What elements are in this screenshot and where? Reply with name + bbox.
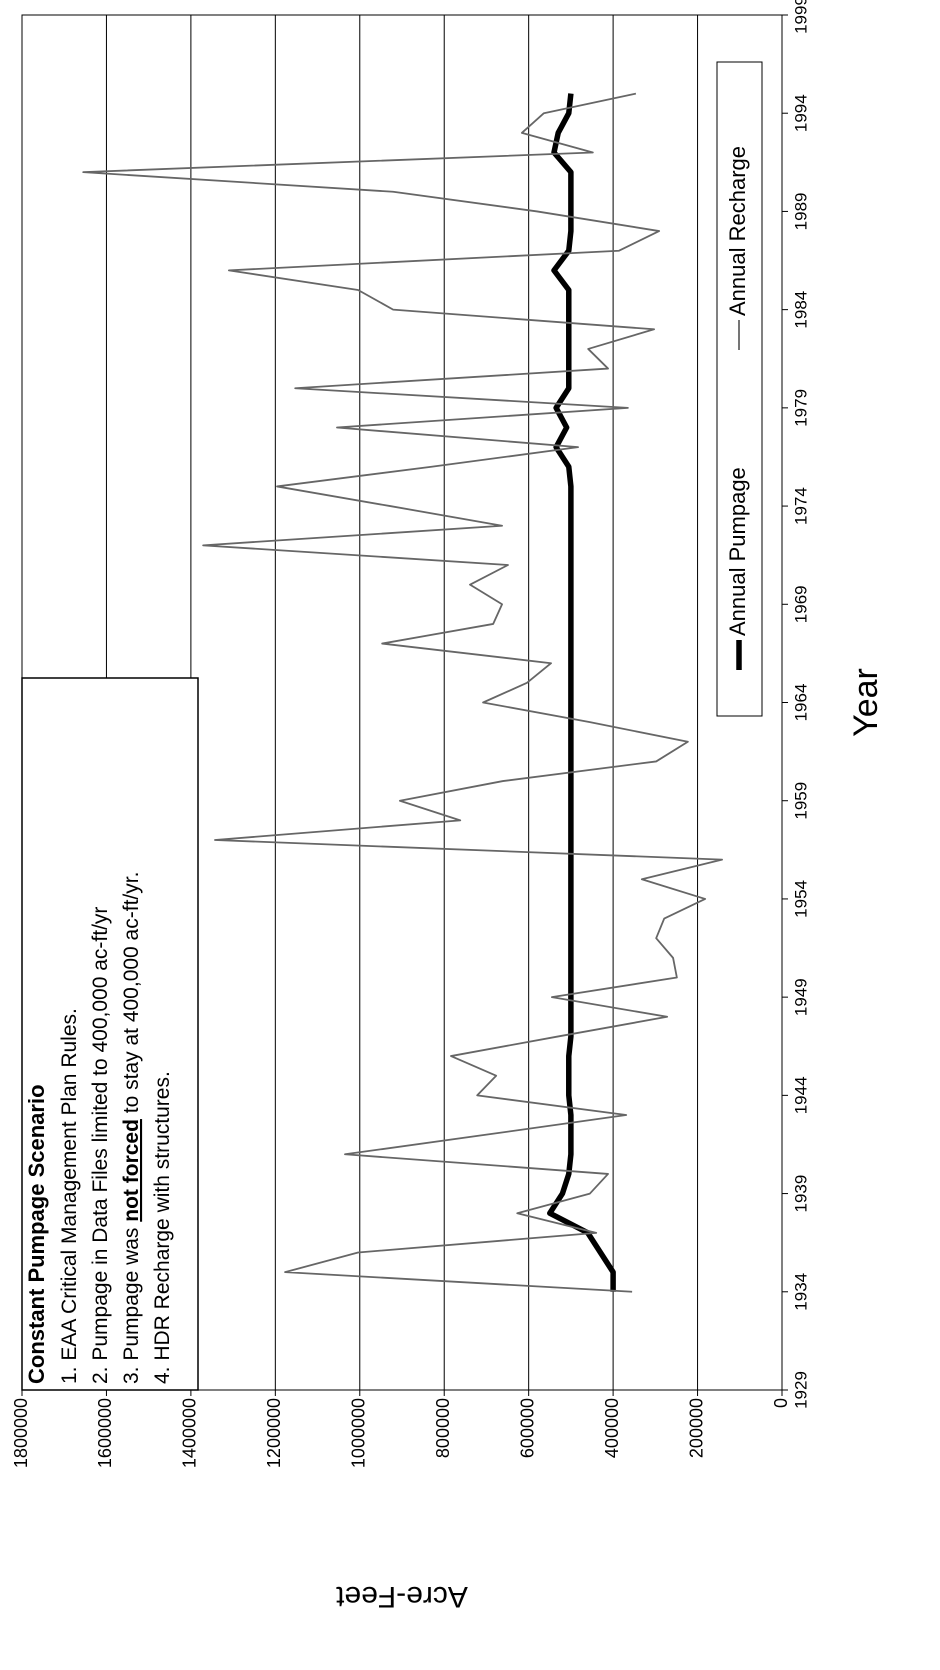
x-tick-label: 1979 bbox=[791, 389, 810, 427]
annotation-line: 4. HDR Recharge with structures. bbox=[151, 1071, 174, 1384]
annotation-title: Constant Pumpage Scenario bbox=[24, 1084, 49, 1384]
annotation-text: 1. EAA Critical Management Plan Rules. bbox=[58, 1008, 81, 1384]
x-tick-label: 1984 bbox=[791, 291, 810, 329]
x-tick-label: 1939 bbox=[791, 1175, 810, 1213]
annotation-line: 1. EAA Critical Management Plan Rules. bbox=[58, 1008, 81, 1384]
series-line bbox=[547, 93, 616, 1292]
x-tick-label: 1994 bbox=[791, 94, 810, 132]
x-tick-label: 1974 bbox=[791, 487, 810, 525]
x-tick-label: 1989 bbox=[791, 193, 810, 231]
x-tick-label: 1934 bbox=[791, 1273, 810, 1311]
annotation-line: 3. Pumpage was not forced to stay at 400… bbox=[120, 872, 143, 1384]
y-tick-label: 0 bbox=[771, 1398, 791, 1408]
y-tick-label: 200000 bbox=[686, 1398, 706, 1458]
annotation-text: to stay at 400,000 ac-ft/yr. bbox=[120, 872, 143, 1119]
x-tick-label: 1954 bbox=[791, 880, 810, 918]
plot-area bbox=[22, 15, 782, 1390]
y-tick-label: 1200000 bbox=[264, 1398, 284, 1468]
legend-label: Annual Pumpage bbox=[725, 467, 750, 636]
annotation-line: 2. Pumpage in Data Files limited to 400,… bbox=[89, 907, 112, 1384]
x-axis-title: Year bbox=[847, 668, 885, 737]
x-tick-label: 1969 bbox=[791, 585, 810, 623]
y-tick-label: 1800000 bbox=[11, 1398, 31, 1468]
annotation-text: 2. Pumpage in Data Files limited to 400,… bbox=[89, 907, 112, 1384]
y-tick-label: 400000 bbox=[602, 1398, 622, 1458]
x-tick-label: 1929 bbox=[791, 1371, 810, 1409]
annotation-text: 3. Pumpage was bbox=[120, 1222, 143, 1384]
y-tick-label: 1600000 bbox=[95, 1398, 115, 1468]
x-tick-label: 1944 bbox=[791, 1076, 810, 1114]
series-line bbox=[82, 92, 723, 1293]
y-tick-label: 600000 bbox=[517, 1398, 537, 1458]
y-tick-label: 1000000 bbox=[349, 1398, 369, 1468]
legend-label: Annual Recharge bbox=[725, 146, 750, 316]
annotation-box bbox=[21, 677, 199, 1391]
y-tick-label: 800000 bbox=[433, 1398, 453, 1458]
y-tick-label: 1400000 bbox=[180, 1398, 200, 1468]
rotated-chart: 0 200000 400000 600000 800000 1000000 1200000 1… bbox=[11, 0, 885, 1613]
y-axis-title: Acre-Feet bbox=[335, 1580, 467, 1613]
x-tick-label: 1949 bbox=[791, 978, 810, 1016]
annotation-text: not forced bbox=[120, 1119, 143, 1222]
annotation-text: 4. HDR Recharge with structures. bbox=[151, 1071, 174, 1384]
x-tick-label: 1959 bbox=[791, 782, 810, 820]
legend-box bbox=[716, 61, 763, 717]
x-tick-label: 1964 bbox=[791, 684, 810, 722]
x-tick-label: 1999 bbox=[791, 0, 810, 34]
